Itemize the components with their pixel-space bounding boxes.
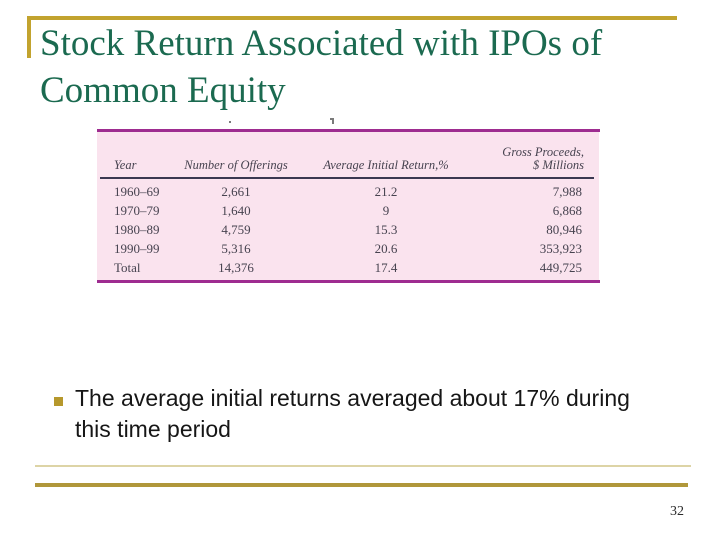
page-number: 32 [670, 504, 684, 519]
table-cell-year: Total [114, 260, 141, 275]
table-cell-return: 17.4 [374, 260, 398, 275]
cropped-text-fragment [229, 121, 231, 123]
table-cell-return: 20.6 [374, 241, 398, 256]
table-cell-offerings: 2,661 [221, 184, 251, 199]
table-cell-proceeds: 449,725 [539, 260, 582, 275]
column-header-initial-return: Average Initial Return,% [288, 134, 484, 179]
footer-rule-thin [35, 465, 691, 467]
table-top-rule [97, 129, 600, 132]
table-row: 1990–99 5,316 20.6 353,923 [100, 239, 594, 258]
title-accent-left-line [27, 16, 31, 58]
table-cell-return: 15.3 [374, 222, 398, 237]
title-accent-top-line [27, 16, 677, 20]
table-row: 1980–89 4,759 15.3 80,946 [100, 220, 594, 239]
table-background-panel: Year Number of Offerings Average Initial… [97, 132, 599, 280]
table-cell-proceeds: 7,988 [552, 184, 582, 199]
table-cell-proceeds: 6,868 [552, 203, 582, 218]
column-header-year: Year [100, 134, 184, 179]
ipo-table: Year Number of Offerings Average Initial… [100, 134, 594, 277]
ipo-table-figure: Year Number of Offerings Average Initial… [85, 115, 605, 287]
slide-title: Stock Return Associated with IPOs of Com… [40, 23, 603, 111]
cropped-text-fragment [332, 120, 334, 124]
table-cell-offerings: 14,376 [218, 260, 254, 275]
table-cell-year: 1990–99 [114, 241, 160, 256]
table-row-total: Total 14,376 17.4 449,725 [100, 258, 594, 277]
table-cell-proceeds: 353,923 [539, 241, 582, 256]
table-cell-offerings: 4,759 [221, 222, 251, 237]
column-header-offerings: Number of Offerings [184, 134, 288, 179]
bullet-square-icon [54, 397, 63, 406]
table-row: 1960–69 2,661 21.2 7,988 [100, 178, 594, 201]
cropped-text-fragment [330, 118, 334, 120]
table-cell-year: 1980–89 [114, 222, 160, 237]
table-cell-proceeds: 80,946 [546, 222, 582, 237]
table-cell-offerings: 5,316 [221, 241, 251, 256]
table-cell-year: 1970–79 [114, 203, 160, 218]
bullet-text: The average initial returns averaged abo… [75, 385, 630, 442]
table-bottom-rule [97, 280, 600, 283]
table-header-row: Year Number of Offerings Average Initial… [100, 134, 594, 179]
table-cell-return: 21.2 [374, 184, 398, 199]
table-row: 1970–79 1,640 9 6,868 [100, 201, 594, 220]
footer-rule-thick [35, 483, 688, 487]
table-cell-year: 1960–69 [114, 184, 160, 199]
column-header-gross-proceeds: Gross Proceeds, $ Millions [484, 134, 594, 179]
table-cell-return: 9 [382, 203, 390, 218]
table-cell-offerings: 1,640 [221, 203, 251, 218]
